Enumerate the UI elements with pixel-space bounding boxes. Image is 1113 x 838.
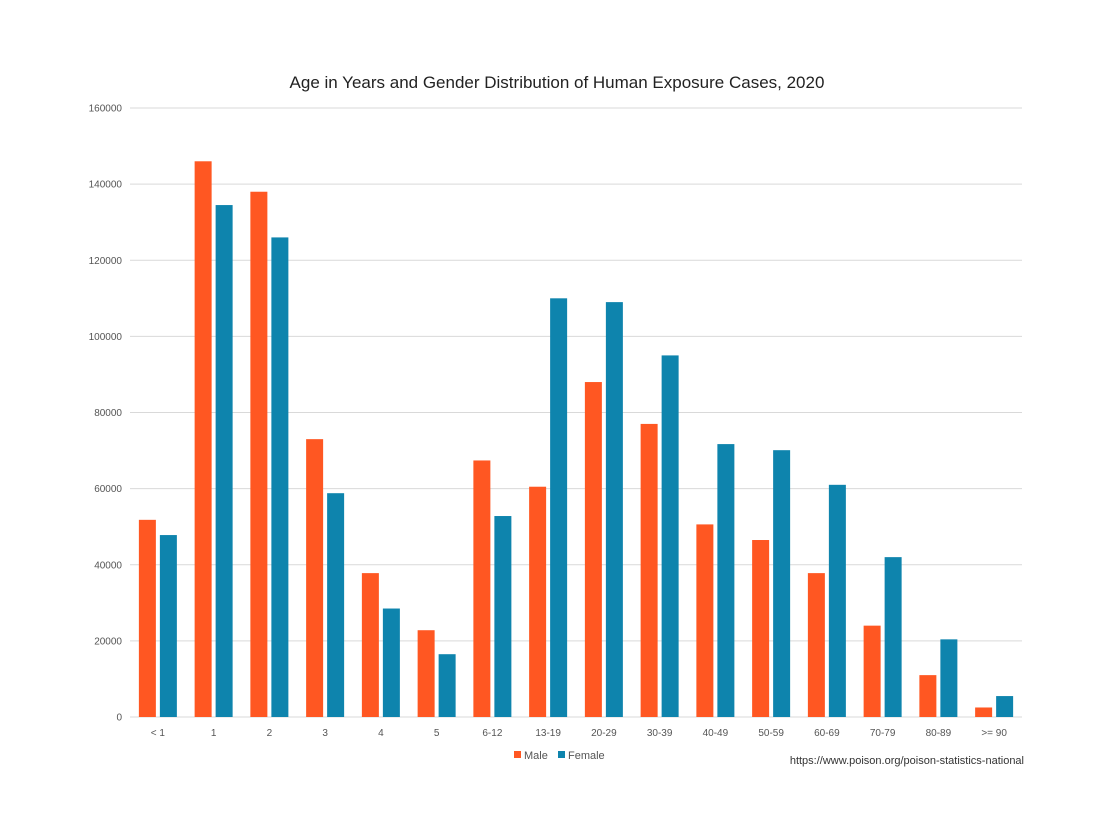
bar-female xyxy=(494,516,512,717)
x-tick-label: 1 xyxy=(211,728,217,739)
x-tick-label: >= 90 xyxy=(981,728,1007,739)
x-tick-label: 40-49 xyxy=(703,728,729,739)
chart-title: Age in Years and Gender Distribution of … xyxy=(290,73,825,92)
bar-female xyxy=(550,298,568,717)
bar-male xyxy=(138,519,156,717)
x-tick-label: 6-12 xyxy=(482,728,502,739)
bar-female xyxy=(327,493,345,717)
y-tick-label: 20000 xyxy=(94,636,122,647)
x-tick-label: 2 xyxy=(267,728,273,739)
bar-female xyxy=(773,450,791,717)
legend-swatch-male xyxy=(514,751,521,758)
bar-male xyxy=(361,573,379,717)
y-axis-ticks: 0 20000 40000 60000 80000 100000 120000 140000 1… xyxy=(89,104,123,724)
y-tick-label: 0 xyxy=(116,713,122,724)
bar-female xyxy=(438,654,456,717)
bar-male xyxy=(194,161,212,718)
bar-male xyxy=(807,573,825,717)
bar-female xyxy=(661,355,679,717)
x-tick-label: 60-69 xyxy=(814,728,840,739)
y-tick-label: 100000 xyxy=(89,332,123,343)
y-tick-label: 140000 xyxy=(89,180,123,191)
bar-female xyxy=(717,444,735,717)
bar-male xyxy=(975,707,993,717)
x-tick-label: 80-89 xyxy=(926,728,952,739)
bar-male xyxy=(417,630,435,717)
x-tick-label: 70-79 xyxy=(870,728,896,739)
x-tick-label: 30-39 xyxy=(647,728,673,739)
x-tick-label: 5 xyxy=(434,728,440,739)
x-tick-label: 20-29 xyxy=(591,728,617,739)
bar-male xyxy=(473,460,491,717)
bar-female xyxy=(159,535,177,717)
y-tick-label: 40000 xyxy=(94,560,122,571)
bar-male xyxy=(752,540,770,717)
bar-female xyxy=(828,484,846,717)
bar-male xyxy=(919,675,937,717)
bar-male xyxy=(863,625,881,717)
bar-male xyxy=(306,439,324,717)
y-tick-label: 60000 xyxy=(94,484,122,495)
y-tick-label: 160000 xyxy=(89,104,123,115)
bar-male xyxy=(529,486,547,717)
x-tick-label: < 1 xyxy=(151,728,166,739)
legend-label: Female xyxy=(568,750,605,762)
bar-female xyxy=(996,696,1014,717)
y-tick-label: 80000 xyxy=(94,408,122,419)
x-tick-label: 50-59 xyxy=(758,728,784,739)
x-tick-label: 13-19 xyxy=(535,728,561,739)
x-tick-label: 4 xyxy=(378,728,384,739)
x-axis-ticks: < 1 1 2 3 4 5 6-12 13-19 20-29 30-39 40-49 50-59 60-… xyxy=(151,728,1008,739)
bar-male xyxy=(584,382,602,717)
bars xyxy=(138,161,1014,718)
bar-female xyxy=(884,557,902,717)
source-note: https://www.poison.org/poison-statistics… xyxy=(790,755,1024,767)
bar-female xyxy=(940,639,958,717)
bar-female xyxy=(215,205,233,717)
bar-female xyxy=(271,237,289,717)
bar-female xyxy=(605,302,623,717)
legend-label: Male xyxy=(524,750,548,762)
legend-swatch-female xyxy=(558,751,565,758)
x-tick-label: 3 xyxy=(322,728,328,739)
y-tick-label: 120000 xyxy=(89,256,123,267)
legend: Male Female xyxy=(514,750,605,762)
bar-male xyxy=(696,524,714,717)
bar-male xyxy=(250,191,268,718)
bar-male xyxy=(640,423,658,717)
bar-female xyxy=(382,608,400,717)
